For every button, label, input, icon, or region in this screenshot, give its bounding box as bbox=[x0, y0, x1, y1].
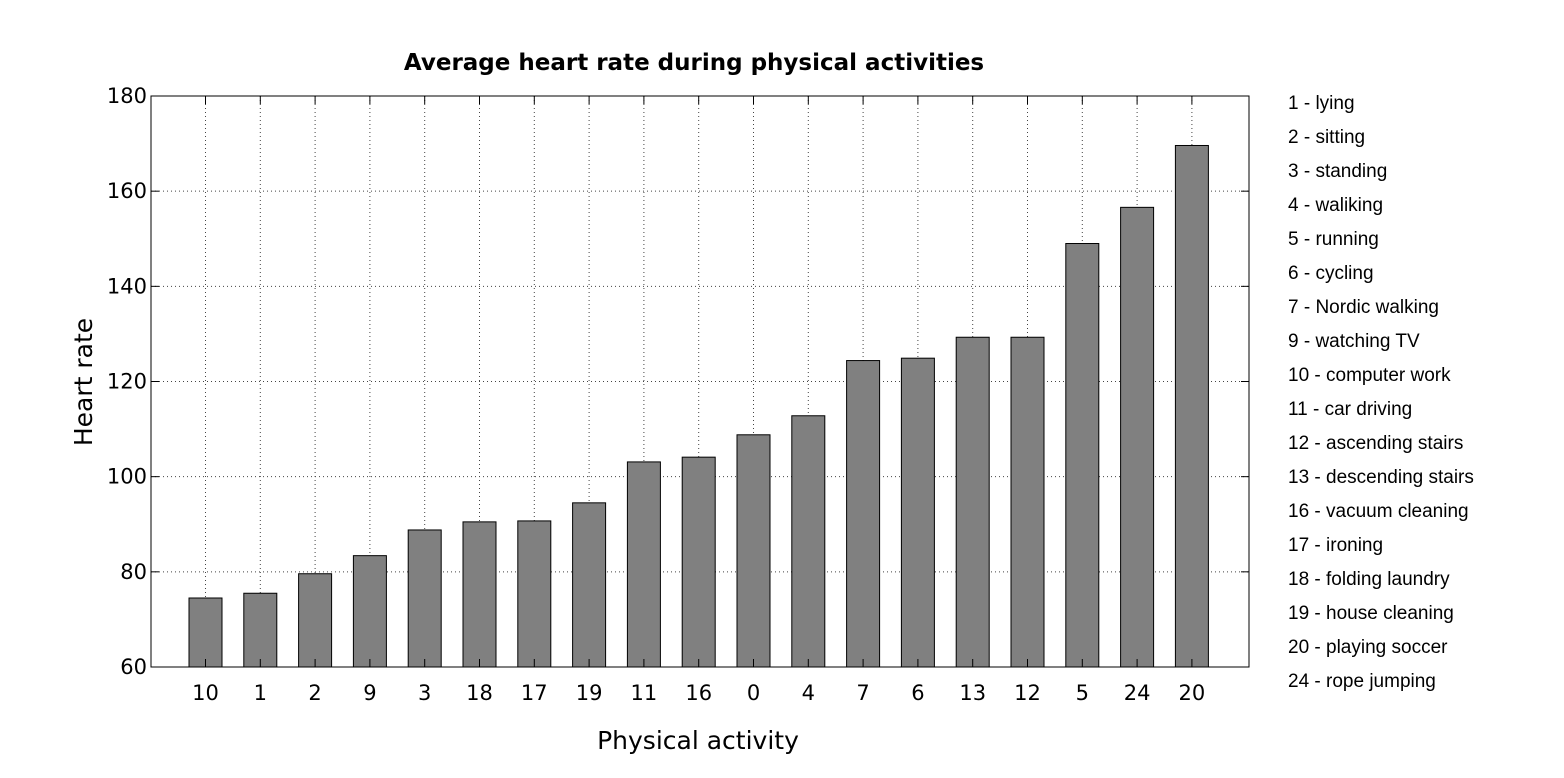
legend-item: 13 - descending stairs bbox=[1288, 467, 1474, 488]
legend-item: 12 - ascending stairs bbox=[1288, 433, 1464, 454]
bar bbox=[1065, 243, 1100, 668]
x-tick-label: 6 bbox=[911, 681, 924, 705]
legend-item: 5 - running bbox=[1288, 229, 1379, 250]
bar bbox=[626, 461, 661, 668]
y-tick-labels: 60 80 100 120 140 160 180 bbox=[107, 84, 147, 679]
y-tick-label: 120 bbox=[107, 370, 147, 394]
bars bbox=[188, 144, 1209, 668]
bar bbox=[352, 555, 387, 668]
legend-item: 7 - Nordic walking bbox=[1288, 297, 1439, 318]
x-tick-label: 4 bbox=[802, 681, 815, 705]
legend-item: 11 - car driving bbox=[1288, 399, 1413, 420]
x-tick-label: 12 bbox=[1014, 681, 1041, 705]
x-tick-label: 24 bbox=[1124, 681, 1151, 705]
legend-item: 3 - standing bbox=[1288, 161, 1388, 182]
bar bbox=[407, 529, 442, 668]
bar bbox=[1010, 336, 1045, 668]
bar bbox=[243, 592, 278, 668]
bar bbox=[791, 415, 826, 668]
x-tick-label: 16 bbox=[685, 681, 712, 705]
legend-item: 2 - sitting bbox=[1288, 127, 1366, 148]
bar bbox=[736, 434, 771, 668]
x-tick-labels: 10 1 2 9 3 18 17 19 11 16 0 4 7 6 13 12 5 24 20 bbox=[192, 681, 1205, 705]
x-tick-label: 3 bbox=[418, 681, 431, 705]
bar bbox=[1174, 144, 1209, 668]
bar bbox=[681, 456, 716, 668]
bar bbox=[517, 520, 552, 668]
x-axis-label: Physical activity bbox=[597, 726, 799, 755]
y-axis-label: Heart rate bbox=[69, 318, 98, 446]
bar bbox=[1120, 206, 1155, 668]
x-tick-label: 17 bbox=[521, 681, 548, 705]
legend-item: 18 - folding laundry bbox=[1288, 569, 1450, 590]
legend-item: 4 - waliking bbox=[1288, 195, 1384, 216]
x-tick-label: 18 bbox=[466, 681, 493, 705]
chart-title: Average heart rate during physical activ… bbox=[404, 50, 984, 76]
bar bbox=[572, 502, 607, 668]
x-tick-label: 2 bbox=[308, 681, 321, 705]
y-tick-label: 100 bbox=[107, 465, 147, 489]
y-tick-label: 60 bbox=[120, 655, 147, 679]
legend-item: 20 - playing soccer bbox=[1288, 637, 1448, 658]
bar bbox=[900, 357, 935, 668]
legend: 1 - lying 2 - sitting 3 - standing 4 - wali… bbox=[1288, 87, 1474, 699]
axis-ticks bbox=[151, 95, 1249, 668]
bar bbox=[188, 597, 223, 668]
x-tick-label: 19 bbox=[576, 681, 603, 705]
x-tick-label: 1 bbox=[254, 681, 267, 705]
legend-item: 1 - lying bbox=[1288, 93, 1355, 114]
x-tick-label: 11 bbox=[631, 681, 658, 705]
y-tick-label: 80 bbox=[120, 560, 147, 584]
x-tick-label: 0 bbox=[747, 681, 760, 705]
bar bbox=[955, 336, 990, 668]
legend-item: 9 - watching TV bbox=[1288, 331, 1420, 352]
x-tick-label: 7 bbox=[856, 681, 869, 705]
y-tick-label: 160 bbox=[107, 179, 147, 203]
legend-item: 10 - computer work bbox=[1288, 365, 1451, 386]
x-tick-label: 10 bbox=[192, 681, 219, 705]
bar bbox=[298, 573, 333, 668]
y-tick-label: 180 bbox=[107, 84, 147, 108]
bar bbox=[462, 521, 497, 668]
legend-item: 6 - cycling bbox=[1288, 263, 1374, 284]
legend-item: 17 - ironing bbox=[1288, 535, 1384, 556]
legend-item: 19 - house cleaning bbox=[1288, 603, 1454, 624]
x-tick-label: 20 bbox=[1179, 681, 1206, 705]
x-tick-label: 9 bbox=[363, 681, 376, 705]
bar bbox=[846, 360, 881, 668]
legend-item: 16 - vacuum cleaning bbox=[1288, 501, 1469, 522]
y-tick-label: 140 bbox=[107, 274, 147, 298]
x-tick-label: 13 bbox=[959, 681, 986, 705]
legend-item: 24 - rope jumping bbox=[1288, 671, 1436, 692]
x-tick-label: 5 bbox=[1076, 681, 1089, 705]
